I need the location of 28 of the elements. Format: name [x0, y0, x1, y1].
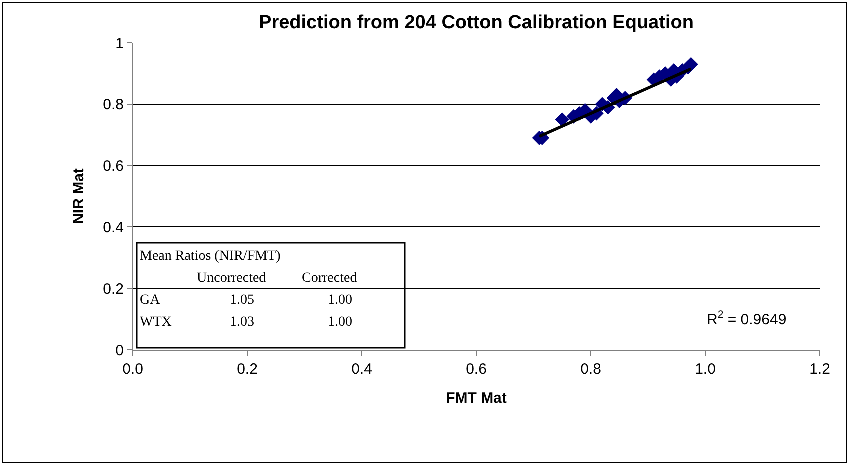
annotation: WTX [140, 315, 172, 330]
x-tick-label: 0.4 [352, 361, 372, 378]
y-tick-label: 0.4 [103, 219, 124, 236]
point [684, 57, 698, 72]
x-tick-label: 0.0 [122, 361, 144, 378]
annotation: Uncorrected [197, 271, 266, 286]
annotation: Corrected [302, 271, 358, 286]
annotation: GA [140, 293, 162, 308]
y-tick-label: 0.2 [103, 280, 124, 298]
y-axis-title: NIR Mat [70, 168, 88, 224]
chart-title: Prediction from 204 Cotton Calibration Equation [259, 12, 694, 34]
y-tick-label: 0.8 [103, 96, 124, 114]
y-tick-label: 0 [116, 342, 124, 360]
x-tick-label: 0.2 [237, 361, 258, 378]
x-tick-label: 0.6 [466, 361, 487, 378]
annotation: 1.00 [328, 315, 352, 330]
annotation: 1.03 [230, 315, 254, 330]
annotation: Mean Ratios (NIR/FMT) [140, 249, 282, 264]
x-tick-label: 1.0 [695, 361, 716, 378]
point [555, 112, 570, 127]
y-tick-label: 0.6 [103, 158, 124, 176]
annotation: 1.05 [230, 293, 254, 308]
annotation: R$^{2}$ = 0.9649 [707, 309, 787, 328]
x-tick-label: 0.8 [580, 361, 602, 378]
x-tick-label: 1.2 [810, 361, 830, 378]
y-tick-label: 1 [116, 35, 124, 52]
x-axis-title: FMT Mat [446, 390, 507, 407]
annotation: 1.00 [328, 293, 352, 308]
